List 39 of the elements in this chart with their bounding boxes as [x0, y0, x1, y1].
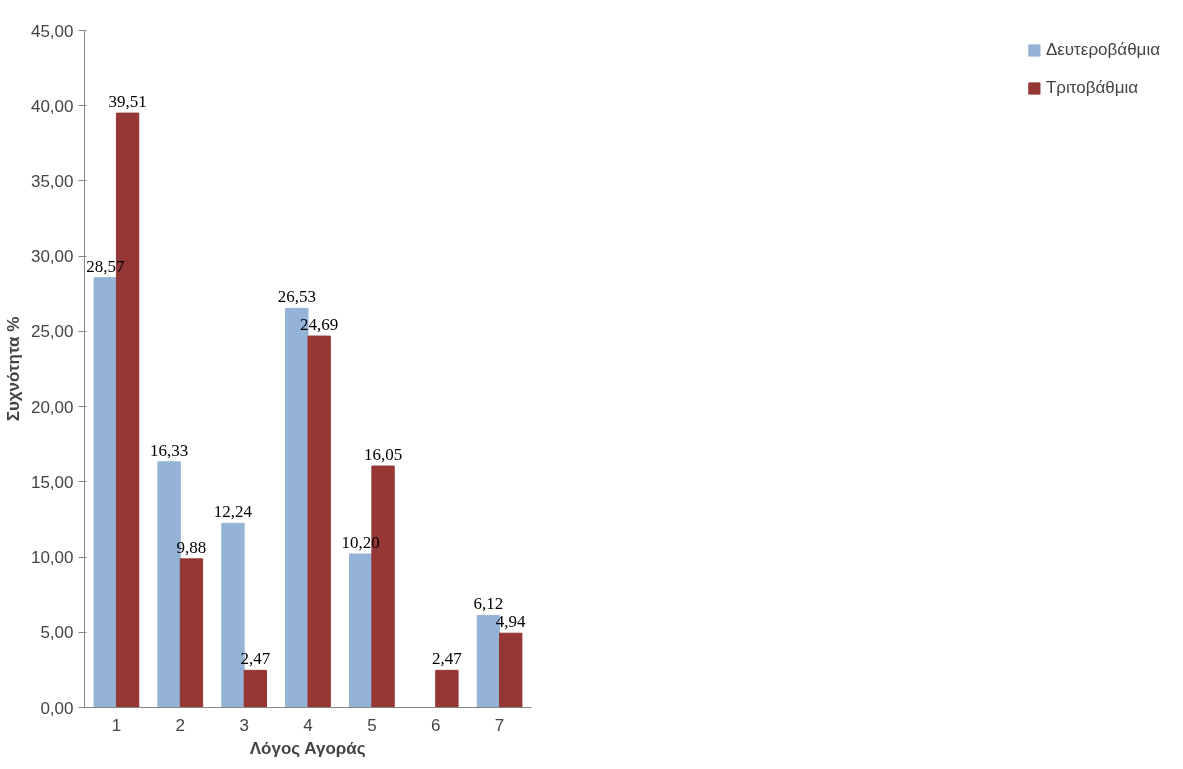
data-label: 16,05 — [363, 445, 403, 465]
y-tick-label: 35,00 — [30, 171, 74, 191]
x-tick-label: 5 — [367, 715, 377, 735]
data-label: 9,88 — [176, 537, 207, 557]
data-label: 4,94 — [495, 612, 527, 632]
bar — [307, 335, 331, 708]
y-tick-label: 15,00 — [30, 472, 74, 492]
legend-label: Δευτεροβάθμια — [1045, 40, 1160, 60]
y-tick-label: 0,00 — [40, 698, 74, 718]
y-tick-label: 40,00 — [30, 96, 74, 116]
data-label: 26,53 — [277, 287, 316, 307]
bar — [435, 669, 459, 708]
data-label: 2,47 — [432, 649, 463, 669]
bar — [349, 553, 373, 708]
data-label: 6,12 — [473, 594, 504, 614]
data-label: 12,24 — [213, 502, 253, 522]
x-tick-label: 6 — [430, 715, 441, 735]
bar — [499, 632, 523, 708]
x-tick-label: 3 — [239, 715, 249, 735]
bar — [243, 669, 267, 708]
data-label: 2,47 — [240, 649, 271, 669]
y-tick-label: 45,00 — [30, 21, 74, 41]
x-axis-title: Λόγος Αγοράς — [249, 738, 366, 758]
y-tick-label: 30,00 — [30, 247, 74, 267]
x-tick-label: 1 — [111, 715, 122, 735]
y-tick-label: 20,00 — [30, 397, 74, 417]
data-label: 24,69 — [300, 315, 339, 335]
x-tick-label: 7 — [494, 715, 505, 735]
y-axis-title: Συχνότητα % — [3, 316, 23, 422]
legend-label: Τριτοβάθμια — [1045, 78, 1139, 98]
x-tick-label: 4 — [303, 715, 313, 735]
x-tick-label: 2 — [175, 715, 186, 735]
bar — [179, 558, 204, 708]
data-label: 39,51 — [108, 92, 147, 112]
y-tick-label: 5,00 — [40, 623, 74, 643]
bar — [93, 277, 117, 708]
data-label: 16,33 — [149, 440, 189, 460]
y-tick-label: 10,00 — [30, 548, 74, 568]
y-tick-label: 25,00 — [30, 322, 74, 342]
